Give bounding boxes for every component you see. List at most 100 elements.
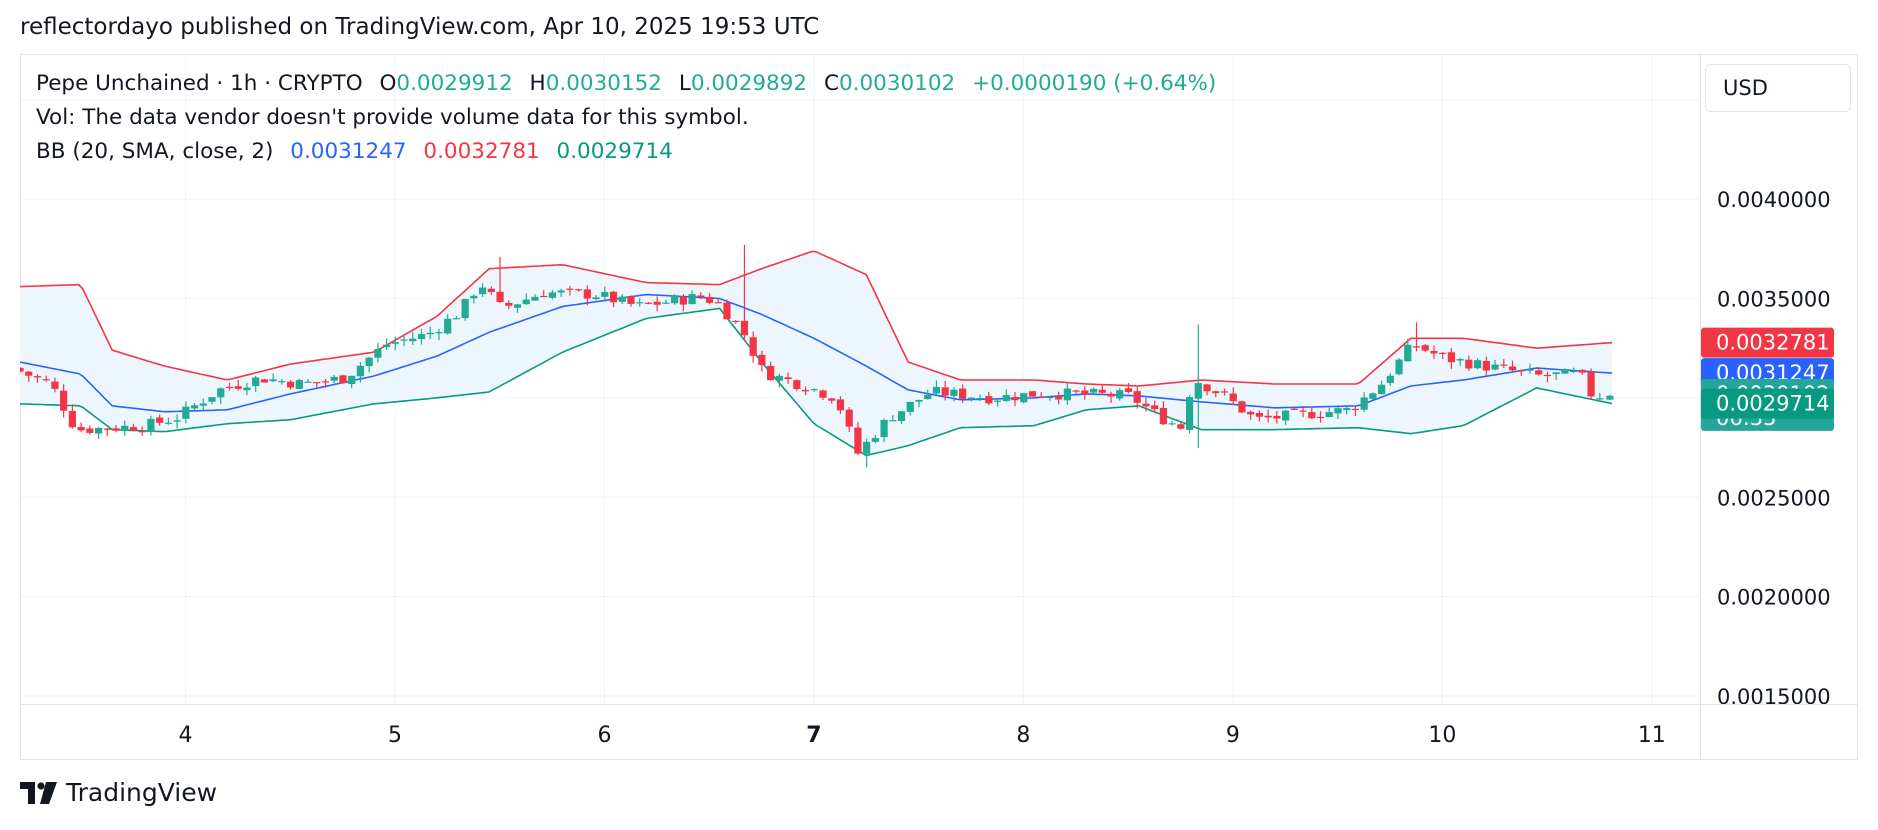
candle-body — [924, 394, 932, 400]
candle-body — [452, 318, 461, 320]
candle-body — [103, 428, 111, 430]
candle-body — [1578, 369, 1586, 373]
candle-body — [138, 431, 146, 433]
candlestick-chart[interactable]: 0.00150000.00200000.00250000.00300000.00… — [20, 54, 1858, 760]
candle-body — [732, 320, 740, 323]
candle-body — [697, 295, 705, 298]
candle-body — [1037, 396, 1045, 398]
candle-body — [863, 441, 871, 454]
candle-body — [1081, 390, 1089, 395]
bb-lower-value: 0.0029714 — [556, 139, 673, 164]
candle-body — [531, 296, 539, 301]
candle-body — [993, 400, 1002, 402]
candle-body — [1606, 395, 1614, 400]
candle-body — [1395, 359, 1403, 375]
candle-body — [828, 398, 836, 401]
candle-body — [51, 381, 59, 389]
candle-body — [1360, 397, 1368, 410]
candle-body — [1194, 383, 1202, 399]
candle-body — [147, 418, 155, 433]
candle-body — [1369, 393, 1377, 399]
bb-band-fill — [20, 251, 1612, 456]
candle-body — [915, 399, 923, 402]
bb-label[interactable]: BB (20, SMA, close, 2) — [36, 139, 274, 164]
x-tick-label: 9 — [1226, 723, 1240, 748]
candle-body — [20, 367, 24, 372]
candle-body — [1491, 364, 1499, 370]
candle-body — [304, 381, 312, 383]
price-label-bg — [1701, 388, 1834, 419]
bb-legend: BB (20, SMA, close, 2) 0.0031247 0.00327… — [36, 139, 675, 164]
candle-body — [1247, 411, 1255, 415]
candle-body — [1316, 416, 1325, 419]
candle-body — [1404, 344, 1412, 362]
candle-body — [348, 375, 356, 385]
candle-body — [1570, 370, 1578, 373]
candle-body — [1308, 412, 1316, 419]
candle-body — [1351, 408, 1360, 411]
volume-legend: Vol: The data vendor doesn't provide vol… — [36, 105, 751, 130]
candles — [20, 244, 1614, 468]
candle-body — [313, 382, 321, 384]
candle-body — [679, 296, 687, 305]
candle-body — [889, 420, 897, 422]
candle-body — [1177, 424, 1185, 429]
candle-body — [976, 398, 984, 400]
candle-body — [513, 304, 522, 308]
candle-body — [129, 426, 138, 431]
volume-text: Vol: The data vendor doesn't provide vol… — [36, 105, 749, 130]
candle-body — [1063, 388, 1071, 401]
candle-body — [522, 299, 530, 305]
price-label-text: 0.0029714 — [1716, 392, 1830, 416]
ohlc-legend: Pepe Unchained · 1h · CRYPTO O0.0029912 … — [36, 71, 1218, 96]
x-tick-label: 10 — [1428, 723, 1456, 748]
high-value: 0.0030152 — [545, 71, 662, 96]
candle-body — [1334, 408, 1342, 414]
low-label: L — [678, 71, 691, 96]
candle-body — [461, 298, 469, 319]
candle-body — [1089, 388, 1098, 393]
candle-body — [25, 371, 33, 376]
candle-body — [1142, 403, 1150, 407]
currency-selector[interactable]: USD — [1705, 64, 1851, 112]
candle-body — [208, 397, 216, 402]
symbol-title[interactable]: Pepe Unchained · 1h · CRYPTO — [36, 71, 363, 96]
candle-body — [775, 375, 783, 381]
candle-body — [810, 389, 818, 391]
tradingview-logo[interactable]: TradingView — [20, 778, 217, 807]
candle-body — [1159, 408, 1168, 425]
candle-body — [548, 292, 557, 298]
candle-body — [906, 401, 914, 412]
candle-body — [670, 295, 679, 304]
candle-body — [819, 390, 827, 398]
candle-body — [68, 410, 76, 428]
candle-body — [601, 292, 609, 297]
candle-body — [1255, 412, 1264, 417]
candle-body — [836, 399, 845, 411]
candle-body — [1133, 391, 1141, 403]
candle-body — [217, 388, 225, 398]
candle-body — [636, 302, 644, 304]
candle-body — [1412, 346, 1421, 348]
candle-body — [1456, 359, 1464, 361]
candle-body — [1587, 372, 1595, 397]
candle-body — [1482, 360, 1490, 371]
candle-body — [793, 380, 801, 389]
candle-body — [94, 427, 103, 434]
candle-body — [1212, 391, 1220, 394]
bollinger-bands — [20, 250, 1613, 457]
candle-body — [871, 437, 879, 442]
candle-body — [1238, 401, 1246, 413]
candle-body — [1264, 415, 1272, 418]
candle-body — [1430, 350, 1438, 354]
tradingview-wordmark: TradingView — [66, 778, 218, 807]
candle-body — [470, 295, 478, 299]
close-label: C — [823, 71, 839, 96]
candle-body — [444, 318, 452, 334]
candle-body — [714, 302, 722, 304]
candle-body — [374, 349, 382, 358]
close-value: 0.0030102 — [838, 71, 956, 96]
candle-body — [478, 287, 487, 295]
open-label: O — [379, 71, 397, 96]
candle-body — [1377, 384, 1386, 395]
